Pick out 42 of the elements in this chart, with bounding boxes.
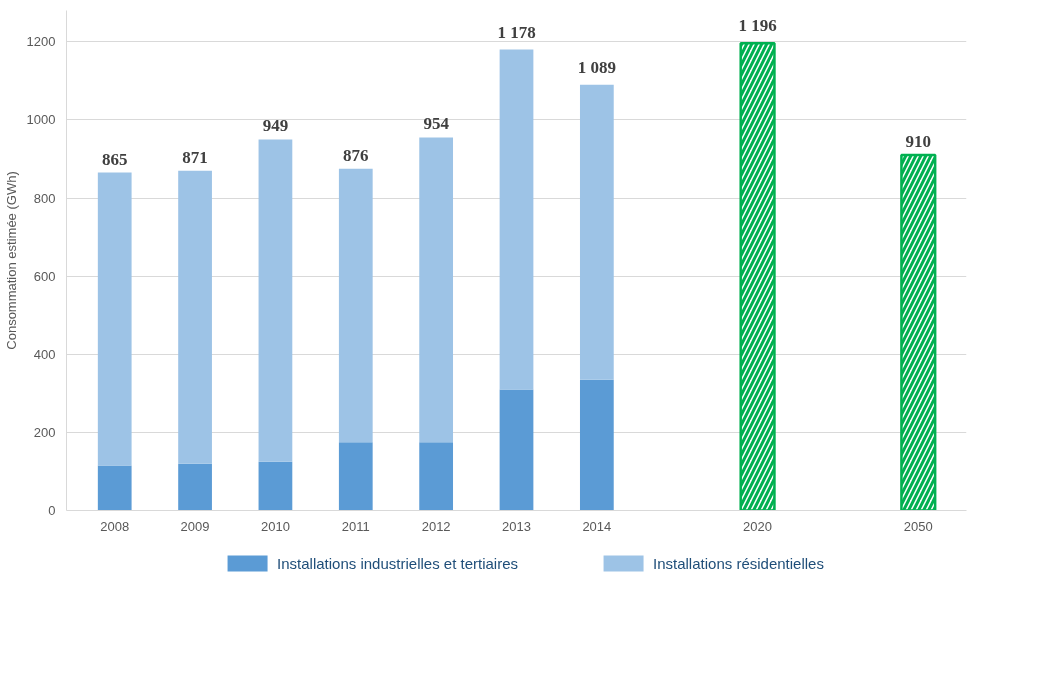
y-tick-label: 200 bbox=[33, 424, 56, 440]
x-tick-label: 2010 bbox=[260, 518, 290, 534]
bar bbox=[97, 465, 132, 511]
x-tick-label: 2050 bbox=[903, 518, 933, 534]
x-tick-label: 2011 bbox=[341, 518, 370, 534]
y-tick-label: 1000 bbox=[26, 112, 56, 128]
bar bbox=[419, 442, 454, 511]
bar bbox=[258, 461, 293, 511]
total-label: 876 bbox=[343, 145, 369, 165]
total-label: 1 089 bbox=[577, 57, 616, 77]
total-label: 954 bbox=[423, 114, 450, 134]
x-tick-label: 2012 bbox=[421, 518, 451, 534]
total-label: 871 bbox=[182, 147, 208, 167]
x-tick-label: 2008 bbox=[100, 518, 130, 534]
x-tick-label: 2014 bbox=[582, 518, 612, 534]
bar bbox=[258, 139, 293, 462]
y-tick-label: 1200 bbox=[26, 34, 56, 50]
total-label: 1 196 bbox=[738, 16, 777, 36]
x-tick-label: 2009 bbox=[180, 518, 210, 534]
bar bbox=[97, 172, 132, 466]
total-label: 949 bbox=[262, 116, 289, 136]
bar bbox=[499, 389, 534, 511]
bar bbox=[579, 84, 614, 380]
y-tick-label: 800 bbox=[33, 190, 56, 206]
total-label: 1 178 bbox=[497, 22, 536, 42]
bar bbox=[338, 168, 373, 443]
y-tick-label: 0 bbox=[48, 503, 56, 518]
bar bbox=[338, 442, 373, 511]
total-label: 865 bbox=[101, 149, 128, 169]
y-tick-label: 400 bbox=[33, 346, 56, 362]
legend-label: Installations résidentielles bbox=[653, 554, 824, 572]
bar bbox=[178, 170, 212, 464]
y-tick-label: 600 bbox=[33, 268, 56, 284]
legend-label: Installations industrielles et tertiaires bbox=[277, 554, 519, 572]
y-axis-title: Consommation estimée (GWh) bbox=[3, 171, 19, 350]
bar bbox=[178, 463, 212, 511]
bar bbox=[499, 49, 534, 390]
bar bbox=[579, 379, 614, 511]
x-tick-label: 2020 bbox=[743, 518, 773, 534]
x-tick-label: 2013 bbox=[502, 518, 531, 534]
bar bbox=[419, 137, 454, 443]
total-label: 910 bbox=[905, 132, 932, 152]
